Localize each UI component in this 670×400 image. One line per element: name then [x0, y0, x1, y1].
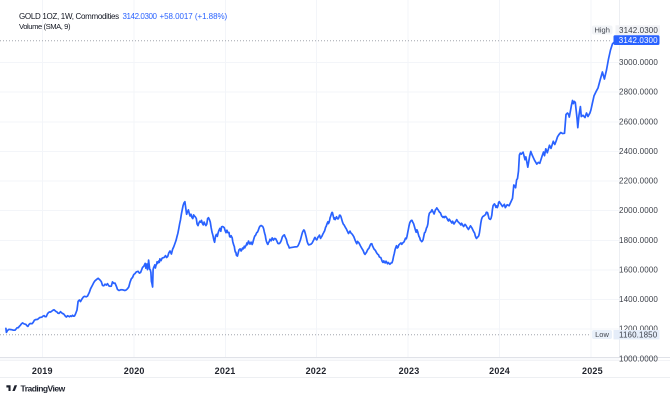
svg-text:1600.0000: 1600.0000 [619, 265, 658, 274]
svg-text:2020: 2020 [124, 366, 145, 376]
svg-text:3142.0300: 3142.0300 [619, 36, 658, 45]
svg-text:GOLD 1OZ, 1W, Commodities: GOLD 1OZ, 1W, Commodities [19, 12, 119, 21]
svg-text:1160.1850: 1160.1850 [619, 330, 658, 339]
svg-text:Low: Low [595, 330, 609, 339]
svg-text:3142.0300: 3142.0300 [619, 26, 658, 35]
svg-text:2024: 2024 [489, 366, 510, 376]
svg-text:2022: 2022 [306, 366, 327, 376]
svg-text:2023: 2023 [399, 366, 420, 376]
svg-text:1200.0000: 1200.0000 [619, 325, 658, 334]
svg-text:2021: 2021 [215, 366, 236, 376]
svg-text:2025: 2025 [582, 366, 603, 376]
svg-text:2400.0000: 2400.0000 [619, 147, 658, 156]
svg-text:2800.0000: 2800.0000 [619, 88, 658, 97]
svg-text:2000.0000: 2000.0000 [619, 206, 658, 215]
svg-text:1400.0000: 1400.0000 [619, 295, 658, 304]
svg-text:Volume (SMA, 9): Volume (SMA, 9) [19, 22, 71, 31]
svg-text:2200.0000: 2200.0000 [619, 177, 658, 186]
svg-text:TradingView: TradingView [21, 383, 66, 393]
svg-text:3142.0300: 3142.0300 [123, 12, 158, 21]
svg-text:1800.0000: 1800.0000 [619, 236, 658, 245]
svg-text:2600.0000: 2600.0000 [619, 117, 658, 126]
svg-text:High: High [594, 26, 609, 35]
svg-text:3000.0000: 3000.0000 [619, 58, 658, 67]
svg-text:+58.0017 (+1.88%): +58.0017 (+1.88%) [160, 12, 228, 21]
svg-text:1000.0000: 1000.0000 [619, 354, 658, 363]
svg-text:2019: 2019 [32, 366, 53, 376]
